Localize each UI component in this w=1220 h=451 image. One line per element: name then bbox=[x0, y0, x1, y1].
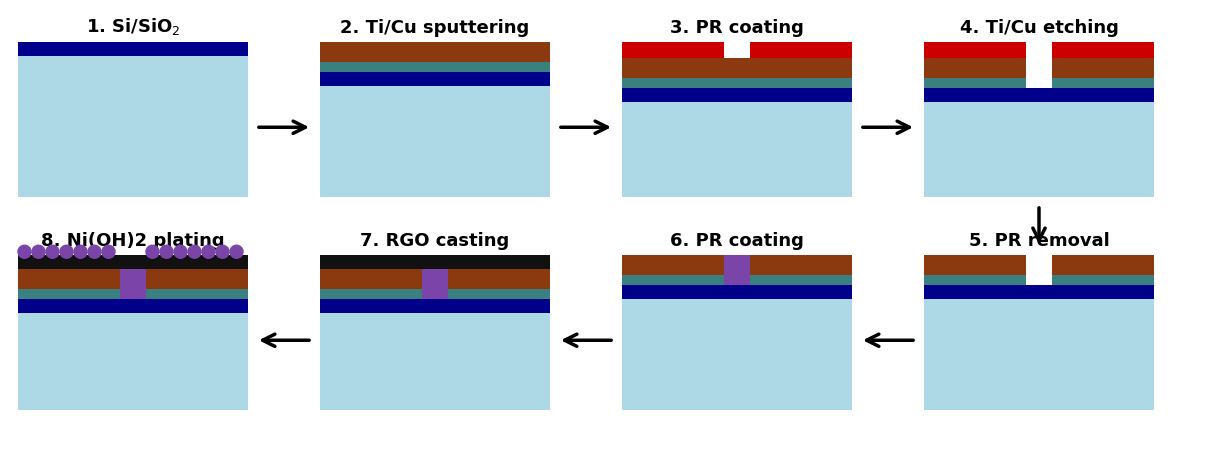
Bar bbox=[18, 269, 120, 289]
Bar bbox=[146, 289, 248, 299]
Bar bbox=[924, 102, 1154, 197]
Text: 4. Ti/Cu etching: 4. Ti/Cu etching bbox=[960, 19, 1119, 37]
Bar bbox=[622, 285, 852, 299]
Bar bbox=[18, 313, 248, 410]
Bar bbox=[622, 299, 852, 410]
Bar bbox=[320, 62, 550, 72]
Bar bbox=[18, 42, 248, 56]
Circle shape bbox=[188, 245, 201, 258]
Bar bbox=[18, 299, 248, 313]
Bar bbox=[622, 78, 852, 88]
Bar bbox=[924, 88, 1154, 102]
Text: 3. PR coating: 3. PR coating bbox=[670, 19, 804, 37]
Bar bbox=[622, 275, 723, 285]
Text: 7. RGO casting: 7. RGO casting bbox=[360, 232, 510, 250]
Bar bbox=[18, 56, 248, 197]
Circle shape bbox=[88, 245, 101, 258]
Circle shape bbox=[203, 245, 215, 258]
Bar bbox=[622, 58, 852, 78]
Bar bbox=[1052, 255, 1154, 275]
Circle shape bbox=[231, 245, 243, 258]
Bar bbox=[1052, 42, 1154, 58]
Bar bbox=[750, 42, 852, 58]
Circle shape bbox=[160, 245, 173, 258]
Text: 1. Si/SiO$_2$: 1. Si/SiO$_2$ bbox=[85, 16, 181, 37]
Bar bbox=[924, 78, 1026, 88]
Text: 5. PR removal: 5. PR removal bbox=[969, 232, 1109, 250]
Circle shape bbox=[146, 245, 159, 258]
Bar bbox=[120, 269, 146, 299]
Bar bbox=[924, 255, 1026, 275]
Bar bbox=[622, 88, 852, 102]
Bar bbox=[320, 289, 422, 299]
Text: 2. Ti/Cu sputtering: 2. Ti/Cu sputtering bbox=[340, 19, 529, 37]
Bar bbox=[622, 42, 723, 58]
Bar bbox=[320, 313, 550, 410]
Circle shape bbox=[60, 245, 73, 258]
Bar bbox=[622, 255, 723, 275]
Text: 8. Ni(OH)2 plating: 8. Ni(OH)2 plating bbox=[41, 232, 224, 250]
Circle shape bbox=[46, 245, 59, 258]
Bar bbox=[723, 255, 750, 285]
Bar bbox=[18, 255, 248, 269]
Bar bbox=[422, 269, 448, 299]
Bar bbox=[1052, 78, 1154, 88]
Circle shape bbox=[18, 245, 31, 258]
Circle shape bbox=[216, 245, 229, 258]
Bar bbox=[924, 275, 1026, 285]
Bar bbox=[924, 299, 1154, 410]
Bar bbox=[18, 289, 120, 299]
Bar bbox=[1052, 58, 1154, 78]
Bar bbox=[320, 86, 550, 197]
Bar bbox=[320, 299, 550, 313]
Bar bbox=[924, 42, 1026, 58]
Text: 6. PR coating: 6. PR coating bbox=[670, 232, 804, 250]
Circle shape bbox=[102, 245, 115, 258]
Bar bbox=[750, 275, 852, 285]
Bar bbox=[320, 269, 422, 289]
Bar bbox=[924, 285, 1154, 299]
Circle shape bbox=[174, 245, 187, 258]
Bar bbox=[924, 58, 1026, 78]
Circle shape bbox=[32, 245, 45, 258]
Bar bbox=[448, 289, 550, 299]
Bar bbox=[448, 269, 550, 289]
Bar bbox=[320, 255, 550, 269]
Bar bbox=[320, 72, 550, 86]
Bar bbox=[1052, 275, 1154, 285]
Circle shape bbox=[74, 245, 87, 258]
Bar bbox=[320, 42, 550, 62]
Bar bbox=[750, 255, 852, 275]
Bar bbox=[622, 102, 852, 197]
Bar bbox=[146, 269, 248, 289]
